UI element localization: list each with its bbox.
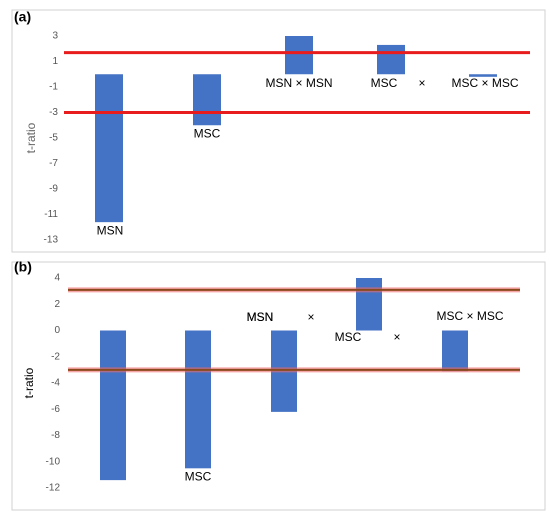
- y-tick-label: -12: [46, 483, 61, 494]
- y-tick-label: 0: [54, 325, 60, 336]
- y-tick-label: 2: [54, 299, 60, 310]
- annotation: ×: [307, 310, 314, 324]
- category-label: MSN: [247, 310, 274, 324]
- bar: [193, 74, 221, 126]
- category-label: MSN × MSN: [265, 76, 332, 90]
- bar: [377, 44, 405, 75]
- category-label: MSC: [185, 469, 212, 483]
- y-axis-label: t-ratio: [24, 122, 38, 153]
- bar: [95, 74, 123, 223]
- y-tick-label: 1: [52, 56, 58, 67]
- annotation: ×: [418, 76, 425, 90]
- y-tick-label: 4: [54, 273, 60, 284]
- category-label: MSC: [194, 126, 221, 140]
- panel-label: (a): [14, 9, 31, 25]
- y-axis-label: t-ratio: [22, 367, 36, 398]
- panel-frame: [11, 9, 546, 253]
- category-label: MSC: [335, 330, 362, 344]
- panel-label: (b): [14, 259, 32, 275]
- y-tick-label: 3: [52, 31, 58, 42]
- bar: [442, 330, 468, 372]
- y-tick-label: -2: [51, 351, 60, 362]
- bar: [100, 330, 126, 481]
- category-label: MSC: [371, 76, 398, 90]
- bar: [185, 330, 211, 469]
- annotation: ×: [393, 330, 400, 344]
- bar: [356, 278, 382, 331]
- y-tick-label: -5: [49, 133, 58, 144]
- bar: [469, 74, 497, 77]
- panel-frame: [11, 261, 546, 511]
- category-label: MSN: [97, 223, 124, 237]
- category-label: MSN: [247, 310, 274, 324]
- y-tick-label: -9: [49, 184, 58, 195]
- y-tick-label: -11: [44, 209, 58, 220]
- y-tick-label: -7: [49, 158, 58, 169]
- y-tick-label: -1: [49, 82, 58, 93]
- y-tick-label: -8: [51, 430, 60, 441]
- y-tick-label: -3: [49, 107, 58, 118]
- y-tick-label: -6: [51, 404, 60, 415]
- category-label: MSC × MSC: [451, 76, 518, 90]
- category-label: MSC × MSC: [436, 309, 503, 323]
- y-tick-label: -4: [51, 378, 60, 389]
- y-tick-label: -13: [44, 235, 59, 246]
- bar: [285, 36, 313, 75]
- y-tick-label: -10: [46, 456, 61, 467]
